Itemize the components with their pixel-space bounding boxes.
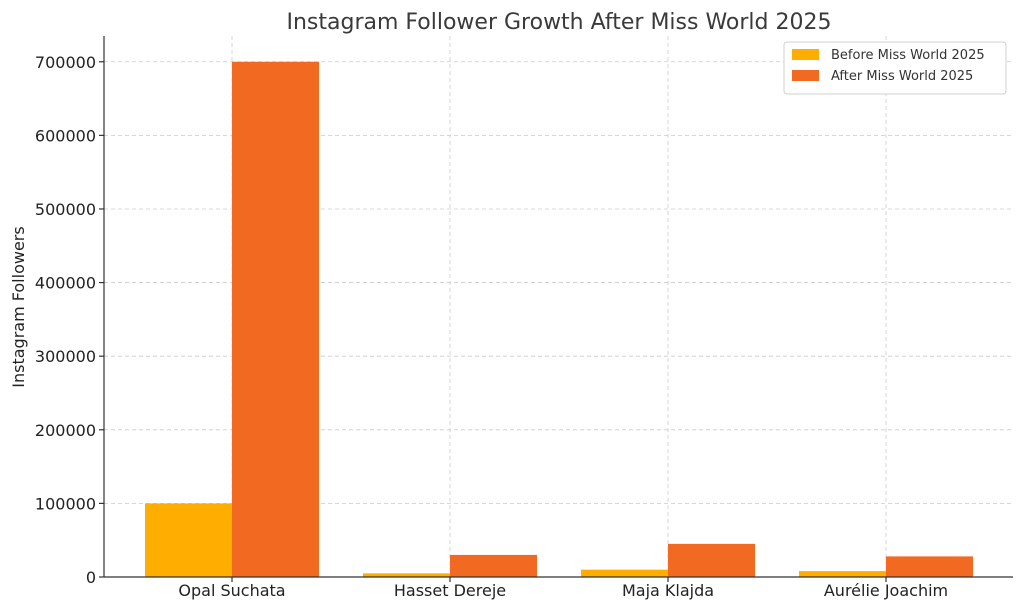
legend-label: After Miss World 2025 (831, 69, 973, 84)
y-tick-label: 400000 (35, 274, 96, 293)
bar-after-0 (232, 61, 319, 578)
legend: Before Miss World 2025 After Miss World 2… (783, 41, 1007, 95)
chart-title: Instagram Follower Growth After Miss Wor… (287, 10, 832, 35)
legend-label: Before Miss World 2025 (831, 48, 985, 63)
axes (103, 36, 1013, 578)
y-tick-label: 500000 (35, 200, 96, 219)
legend-swatch (792, 49, 819, 60)
bar-before-2 (581, 569, 668, 577)
y-axis-label: Instagram Followers (9, 226, 28, 387)
x-ticks: Opal Suchata Hasset Dereje Maja Klajda Auré… (178, 577, 948, 600)
bar-after-2 (668, 543, 755, 577)
x-tick-label: Hasset Dereje (394, 581, 506, 600)
bar-after-3 (886, 556, 973, 577)
y-tick-label: 700000 (35, 53, 96, 72)
y-ticks: 0 100000 200000 300000 400000 500000 600000 700… (35, 53, 104, 587)
y-tick-label: 100000 (35, 494, 96, 513)
y-tick-label: 200000 (35, 421, 96, 440)
bar-before-0 (145, 503, 232, 577)
y-tick-label: 300000 (35, 347, 96, 366)
bar-before-1 (363, 573, 450, 577)
legend-swatch (792, 70, 819, 81)
y-tick-label: 600000 (35, 126, 96, 145)
x-tick-label: Maja Klajda (622, 581, 714, 600)
x-tick-label: Aurélie Joachim (824, 581, 948, 600)
y-tick-label: 0 (86, 568, 96, 587)
bar-after-1 (450, 554, 537, 577)
x-tick-label: Opal Suchata (178, 581, 285, 600)
bars (145, 61, 973, 578)
legend-box (783, 41, 1007, 95)
bar-before-3 (799, 571, 886, 577)
